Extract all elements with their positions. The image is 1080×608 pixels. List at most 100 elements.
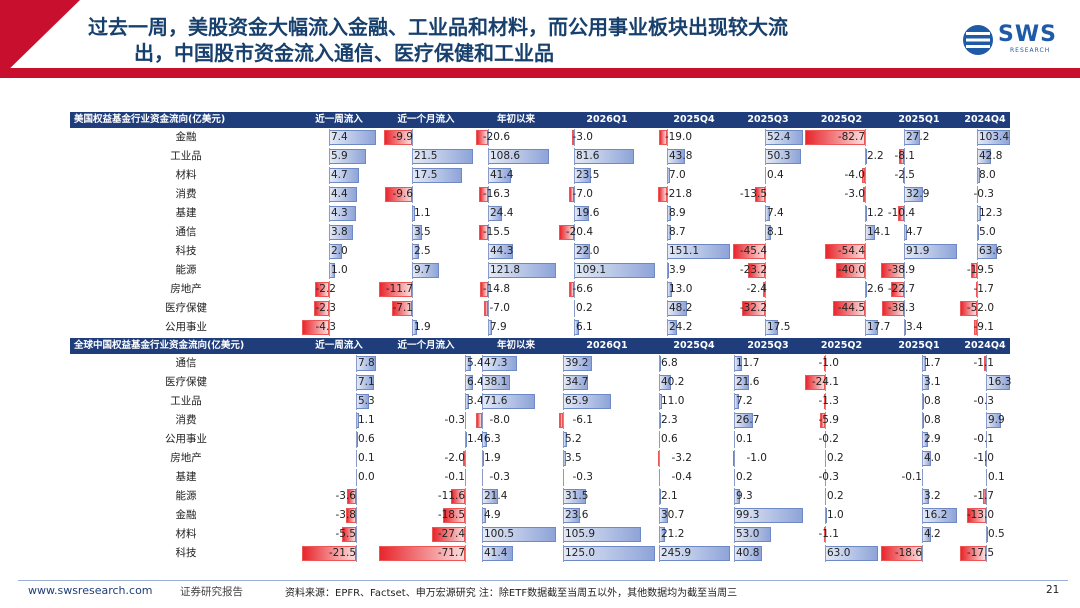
data-cell: -6.1 xyxy=(559,412,655,429)
sector-label: 基建 xyxy=(175,207,197,219)
cell-value: 2.1 xyxy=(661,490,678,502)
table-row: 消费 4.4 -9.6 -16.3 -7.0 -21.8 -13.5 -3.0 32.9 -0.3 xyxy=(70,185,1010,204)
bar-axis xyxy=(329,167,330,184)
bar-axis xyxy=(482,412,483,429)
data-cell: 24.2 xyxy=(658,319,730,336)
bar-axis xyxy=(922,393,923,410)
cell-value: 1.4 xyxy=(467,433,484,445)
bar-axis xyxy=(922,507,923,524)
data-cell: -54.4 xyxy=(805,243,878,260)
cell-value: -11.7 xyxy=(385,283,413,295)
sector-label: 材料 xyxy=(175,169,197,181)
data-cell: -24.1 xyxy=(805,374,878,391)
data-cell: -0.1 xyxy=(379,469,473,486)
bar-axis xyxy=(986,469,987,486)
data-cell: 11.7 xyxy=(733,355,803,372)
data-cell: 5.3 xyxy=(302,393,376,410)
bar-axis xyxy=(563,545,564,562)
negative-bar xyxy=(825,244,865,259)
data-cell: 1.2 xyxy=(805,205,884,222)
cell-value: -0.3 xyxy=(818,471,840,483)
bar-axis xyxy=(904,319,905,336)
cell-value: 42.8 xyxy=(979,150,1003,162)
bar-axis xyxy=(659,469,660,486)
bar-axis xyxy=(329,148,330,165)
data-cell: 4.2 xyxy=(881,526,957,543)
data-cell: 2.3 xyxy=(658,412,730,429)
data-cell: -1.7 xyxy=(960,281,1010,298)
bar-axis xyxy=(482,545,483,562)
bar-axis xyxy=(977,319,978,336)
negative-bar xyxy=(559,225,574,240)
data-cell: -5.5 xyxy=(302,526,376,543)
bar-axis xyxy=(922,526,923,543)
cell-value: 4.7 xyxy=(331,169,348,181)
cell-value: -8.1 xyxy=(894,150,916,162)
cell-value: 40.2 xyxy=(661,376,685,388)
bar-axis xyxy=(667,243,668,260)
data-cell: 42.8 xyxy=(960,148,1010,165)
cell-value: -14.8 xyxy=(482,283,510,295)
cell-value: 8.0 xyxy=(979,169,996,181)
negative-bar xyxy=(392,301,412,316)
cell-value: 3.2 xyxy=(924,490,941,502)
cell-value: 17.7 xyxy=(867,321,891,333)
bar-axis xyxy=(865,129,866,146)
bar-axis xyxy=(482,431,483,448)
data-cell: 4.9 xyxy=(476,507,556,524)
cell-value: 11.0 xyxy=(661,395,685,407)
data-cell: 12.3 xyxy=(960,205,1010,222)
cell-value: -7.1 xyxy=(392,302,414,314)
data-cell: 71.6 xyxy=(476,393,556,410)
cell-value: 5.3 xyxy=(358,395,375,407)
column-header: 2025Q1 xyxy=(898,114,940,125)
cell-value: -9.9 xyxy=(392,131,414,143)
bar-axis xyxy=(329,243,330,260)
bar-axis xyxy=(488,243,489,260)
negative-bar xyxy=(479,187,488,202)
data-cell: 31.5 xyxy=(559,488,655,505)
table-title: 全球中国权益基金行业资金流向(亿美元) xyxy=(74,340,245,351)
cell-value: -19.5 xyxy=(966,264,994,276)
bar-axis xyxy=(574,186,575,203)
footer-source-note: 资料来源：EPFR、Factset、申万宏源研究 注：除ETF数据截至当周五以外… xyxy=(285,588,738,599)
negative-bar xyxy=(572,130,574,145)
data-cell: -5.9 xyxy=(805,412,878,429)
bar-axis xyxy=(865,167,866,184)
data-cell: 14.1 xyxy=(805,224,890,241)
data-cell: -15.5 xyxy=(476,224,556,241)
negative-bar xyxy=(881,546,922,561)
cell-value: -2.3 xyxy=(315,302,337,314)
cell-value: 7.2 xyxy=(736,395,753,407)
bar-axis xyxy=(482,355,483,372)
data-cell: 9.9 xyxy=(960,412,1010,429)
bar-axis xyxy=(904,243,905,260)
cell-value: 2.0 xyxy=(331,245,348,257)
data-cell: 2.9 xyxy=(881,431,957,448)
bar-axis xyxy=(659,412,660,429)
data-cell: -1.7 xyxy=(960,488,1010,505)
data-cell: -3.0 xyxy=(559,129,655,146)
bar-axis xyxy=(412,243,413,260)
data-cell: -7.1 xyxy=(379,300,473,317)
cell-value: 16.2 xyxy=(924,509,948,521)
bar-axis xyxy=(356,469,357,486)
data-cell: -3.6 xyxy=(302,488,376,505)
data-cell: -1.1 xyxy=(805,526,878,543)
cell-value: 3.1 xyxy=(924,376,941,388)
cell-value: 26.7 xyxy=(736,414,760,426)
bar-axis xyxy=(977,167,978,184)
data-cell: 17.5 xyxy=(379,167,473,184)
bar-axis xyxy=(488,281,489,298)
cell-value: 53.0 xyxy=(736,528,760,540)
negative-bar xyxy=(805,375,825,390)
bar-axis xyxy=(825,393,826,410)
footer-url-link[interactable]: www.swsresearch.com xyxy=(28,584,153,597)
data-cell: 0.1 xyxy=(960,469,1010,486)
negative-bar xyxy=(314,301,329,316)
negative-bar xyxy=(882,301,904,316)
cell-value: -38.9 xyxy=(887,264,915,276)
cell-value: 0.0 xyxy=(358,471,375,483)
data-cell: 43.8 xyxy=(658,148,730,165)
bar-axis xyxy=(765,129,766,146)
